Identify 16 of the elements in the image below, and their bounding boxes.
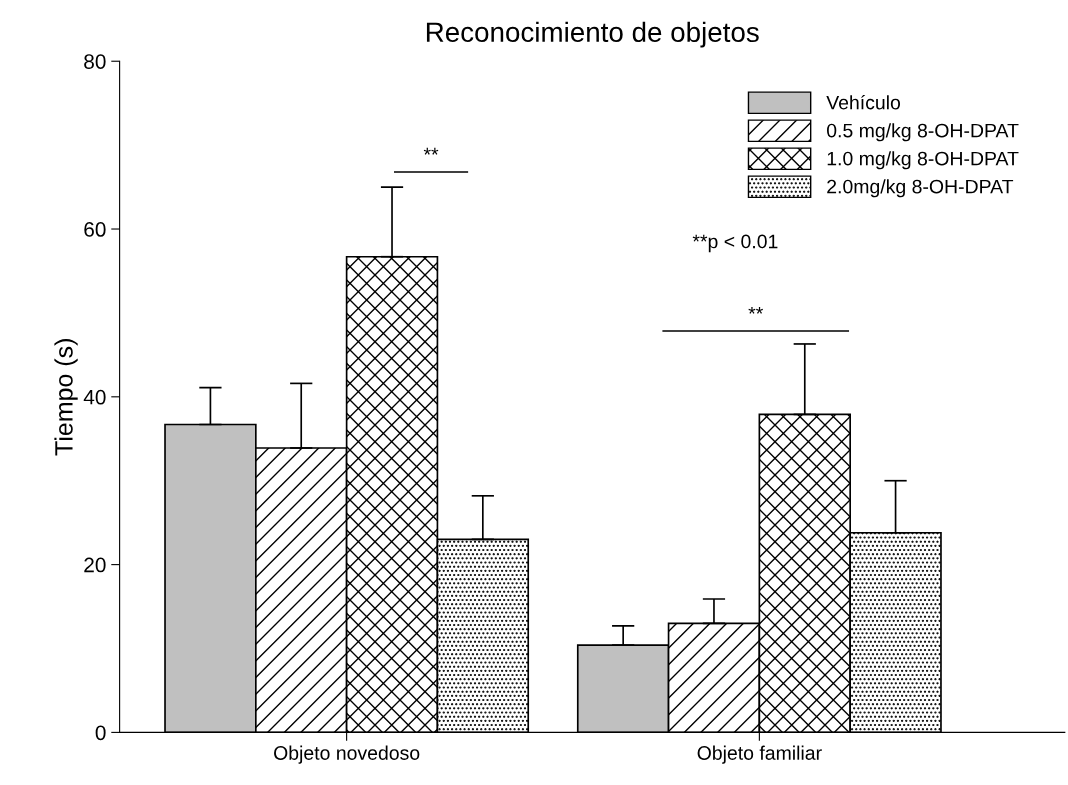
y-tick-label: 0 — [95, 725, 106, 741]
x-tick-label: Objeto familiar — [697, 745, 822, 764]
y-tick-label: 20 — [84, 557, 106, 573]
y-tick-label: 40 — [83, 389, 106, 405]
chart-title: Reconocimiento de objetos — [426, 21, 759, 48]
y-axis-title: Tiempo (s) — [54, 339, 78, 456]
annotation: ** — [748, 306, 763, 314]
y-tick-label: 60 — [84, 222, 106, 237]
y-tick-label: 80 — [84, 54, 106, 69]
annotation: **p < 0.01 — [692, 234, 778, 253]
legend-label: 0.5 mg/kg 8-OH-DPAT — [827, 123, 1019, 142]
annotation: ** — [423, 147, 439, 155]
legend-label: 1.0 mg/kg 8-OH-DPAT — [827, 151, 1019, 170]
x-tick-label: Objeto novedoso — [274, 745, 420, 764]
legend-label: 2.0mg/kg 8-OH-DPAT — [827, 179, 1014, 198]
legend-label: Vehículo — [826, 94, 901, 110]
